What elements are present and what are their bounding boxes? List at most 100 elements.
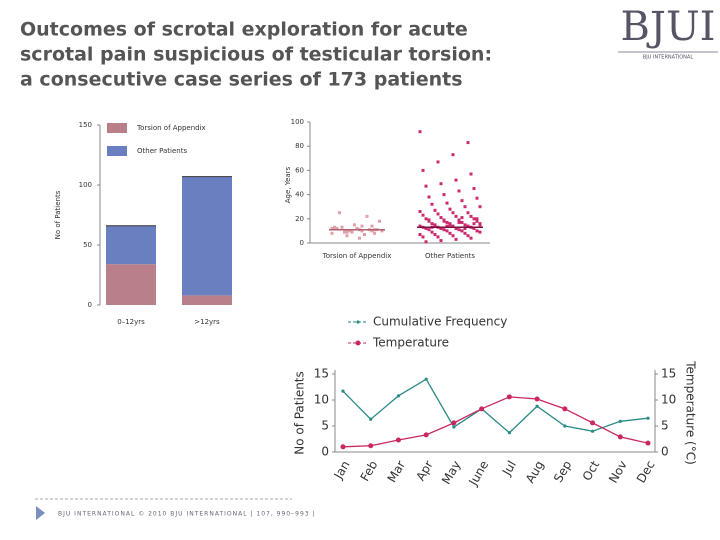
y-tick-label: 10 — [314, 393, 329, 407]
point — [475, 196, 479, 200]
point — [451, 153, 455, 157]
x-tick-label: Sep — [551, 458, 574, 485]
point — [466, 211, 470, 215]
x-tick-label: Other Patients — [425, 252, 475, 260]
point — [457, 220, 461, 224]
y2-tick-label: 0 — [661, 445, 669, 459]
point — [433, 208, 437, 212]
x-tick-label: Jan — [331, 458, 353, 482]
point — [452, 425, 456, 429]
point — [365, 214, 369, 218]
point — [469, 236, 473, 240]
point — [418, 233, 422, 237]
point — [469, 214, 473, 218]
point — [460, 229, 464, 233]
y-tick-label: 100 — [291, 118, 304, 126]
point — [423, 432, 429, 438]
y2-tick-label: 15 — [661, 367, 676, 381]
point — [418, 224, 422, 228]
y2-tick-label: 5 — [661, 419, 669, 433]
point — [590, 429, 595, 433]
x-tick-label: 0–12yrs — [117, 318, 145, 326]
point — [617, 434, 623, 440]
point — [395, 437, 401, 443]
point — [442, 193, 446, 197]
title-line: Outcomes of scrotal exploration for acut… — [20, 19, 468, 41]
point — [460, 220, 464, 224]
point — [439, 239, 443, 243]
point — [472, 222, 476, 226]
point — [330, 226, 334, 230]
legend-marker — [355, 340, 361, 346]
point — [360, 224, 364, 228]
y2-axis-label: Temperature (°C) — [684, 360, 698, 465]
y-axis-label: No of Patients — [54, 190, 62, 239]
point — [645, 440, 651, 446]
y-tick-label: 5 — [321, 419, 329, 433]
point — [330, 231, 334, 235]
point — [380, 229, 384, 233]
bar-segment — [182, 176, 232, 296]
point — [478, 230, 482, 234]
x-tick-label: Apr — [413, 458, 436, 483]
point — [448, 231, 452, 235]
point — [430, 202, 434, 206]
point — [451, 224, 455, 228]
point — [333, 226, 336, 230]
logo-sub: BJU INTERNATIONAL — [643, 55, 693, 61]
point — [618, 419, 622, 423]
point — [463, 223, 467, 227]
point — [427, 228, 431, 232]
point — [457, 218, 461, 222]
point — [424, 377, 428, 381]
point — [439, 182, 443, 186]
point — [345, 230, 349, 234]
legend-swatch — [107, 146, 127, 156]
point — [454, 214, 458, 218]
point — [424, 184, 428, 188]
point — [479, 406, 485, 412]
point — [451, 234, 455, 238]
legend-swatch — [107, 123, 127, 133]
point — [472, 217, 476, 221]
point — [430, 230, 434, 234]
point — [396, 394, 401, 398]
point — [460, 199, 464, 203]
point — [460, 216, 464, 220]
y-tick-label: 0 — [88, 301, 92, 309]
point — [445, 229, 449, 233]
point — [340, 444, 346, 450]
point — [350, 230, 354, 234]
logo: BJUI — [621, 4, 716, 50]
y-tick-label: 0 — [321, 445, 329, 459]
point — [463, 231, 467, 235]
line — [342, 396, 649, 448]
point — [442, 219, 446, 223]
x-tick-label: Feb — [358, 458, 381, 483]
point — [373, 231, 376, 235]
title-line: a consecutive case series of 173 patient… — [20, 69, 463, 91]
point — [370, 224, 374, 228]
line — [342, 378, 649, 434]
point — [340, 225, 344, 229]
point — [348, 229, 351, 233]
x-tick-label: Oct — [580, 458, 603, 483]
point — [433, 233, 437, 237]
point — [424, 226, 428, 230]
point — [457, 189, 461, 193]
x-tick-label: Jul — [499, 458, 519, 478]
point — [469, 172, 473, 176]
y2-tick-label: 10 — [661, 393, 676, 407]
legend-label: Torsion of Appendix — [136, 124, 206, 132]
legend-label: Cumulative Frequency — [373, 315, 507, 329]
point — [418, 210, 422, 214]
point — [507, 431, 511, 435]
point — [436, 212, 440, 216]
x-tick-label: June — [466, 458, 492, 489]
y-tick-label: 40 — [295, 191, 304, 199]
point — [353, 223, 356, 227]
y-tick-label: 100 — [79, 181, 92, 189]
point — [451, 420, 457, 426]
point — [478, 205, 482, 209]
